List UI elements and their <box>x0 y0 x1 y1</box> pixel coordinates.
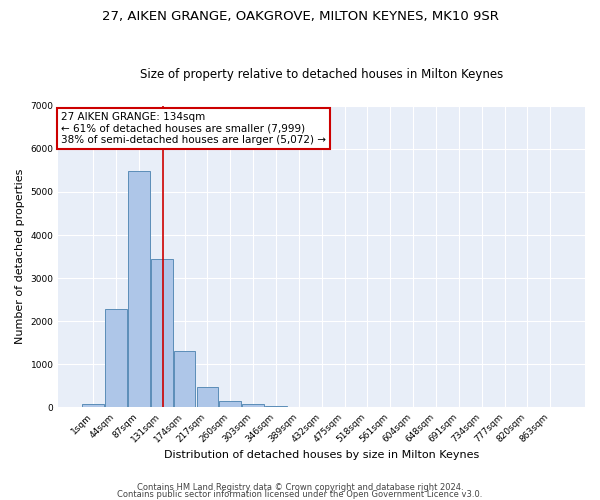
Text: Contains public sector information licensed under the Open Government Licence v3: Contains public sector information licen… <box>118 490 482 499</box>
Bar <box>174 351 196 408</box>
X-axis label: Distribution of detached houses by size in Milton Keynes: Distribution of detached houses by size … <box>164 450 479 460</box>
Bar <box>82 404 104 407</box>
Bar <box>220 400 241 407</box>
Bar <box>265 406 287 407</box>
Title: Size of property relative to detached houses in Milton Keynes: Size of property relative to detached ho… <box>140 68 503 81</box>
Text: 27 AIKEN GRANGE: 134sqm
← 61% of detached houses are smaller (7,999)
38% of semi: 27 AIKEN GRANGE: 134sqm ← 61% of detache… <box>61 112 326 145</box>
Bar <box>128 172 150 408</box>
Bar <box>197 387 218 407</box>
Bar <box>105 309 127 408</box>
Y-axis label: Number of detached properties: Number of detached properties <box>15 169 25 344</box>
Bar <box>242 404 264 407</box>
Text: Contains HM Land Registry data © Crown copyright and database right 2024.: Contains HM Land Registry data © Crown c… <box>137 484 463 492</box>
Bar <box>151 259 173 408</box>
Text: 27, AIKEN GRANGE, OAKGROVE, MILTON KEYNES, MK10 9SR: 27, AIKEN GRANGE, OAKGROVE, MILTON KEYNE… <box>101 10 499 23</box>
